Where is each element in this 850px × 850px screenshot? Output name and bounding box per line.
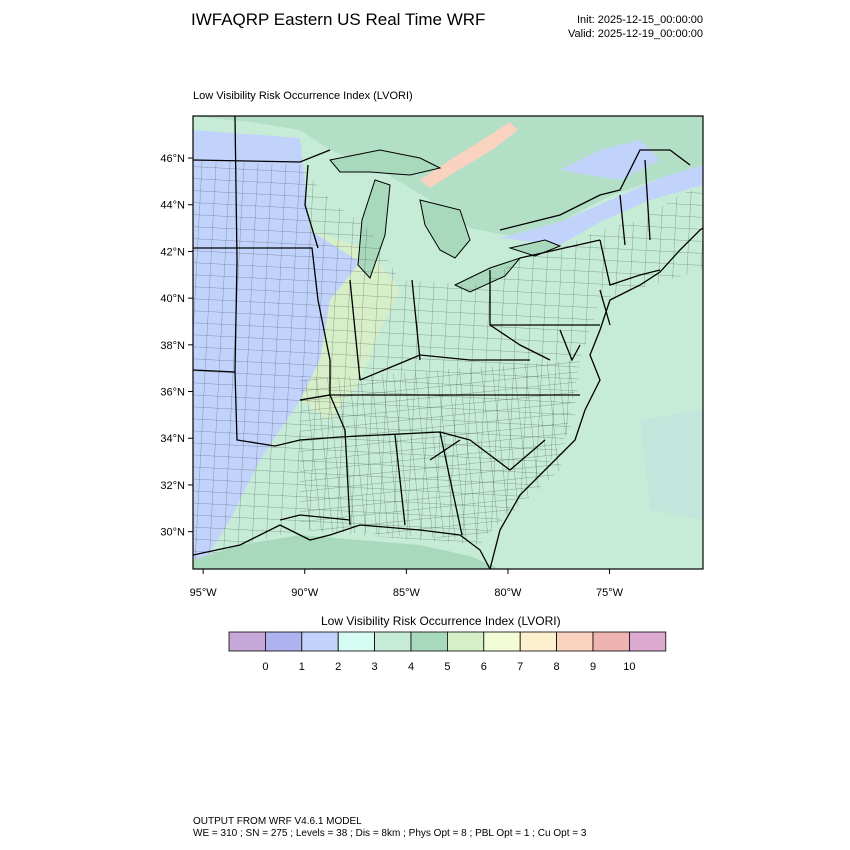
lat-label: 34°N bbox=[160, 433, 185, 445]
valid-time: Valid: 2025-12-19_00:00:00 bbox=[568, 28, 703, 40]
colorbar-label: 3 bbox=[372, 661, 378, 673]
colorbar-label: 1 bbox=[299, 661, 305, 673]
colorbar-swatch bbox=[264, 631, 303, 652]
lake-superior bbox=[329, 149, 442, 176]
colorbar-label: 10 bbox=[623, 661, 635, 673]
field-low-ne bbox=[500, 165, 703, 245]
colorbar-swatch bbox=[228, 631, 266, 652]
colorbar-swatch bbox=[519, 631, 558, 652]
footer-line-1: OUTPUT FROM WRF V4.6.1 MODEL bbox=[193, 816, 362, 827]
lat-label: 36°N bbox=[160, 387, 185, 399]
lake-ontario bbox=[508, 239, 562, 257]
init-time: Init: 2025-12-15_00:00:00 bbox=[577, 14, 703, 26]
colorbar-swatch bbox=[374, 631, 412, 652]
lat-label: 46°N bbox=[160, 153, 185, 165]
plot-title: IWFAQRP Eastern US Real Time WRF bbox=[191, 10, 486, 29]
lat-label: 30°N bbox=[160, 527, 185, 539]
colorbar-label: 4 bbox=[408, 661, 414, 673]
lon-label: 95°W bbox=[190, 587, 218, 599]
lon-label: 75°W bbox=[596, 587, 624, 599]
field-low-ne2 bbox=[560, 140, 660, 180]
map-frame bbox=[192, 115, 704, 570]
lat-label: 40°N bbox=[160, 293, 185, 305]
coastlines bbox=[193, 227, 703, 569]
colorbar-label: 5 bbox=[444, 661, 450, 673]
lat-label: 42°N bbox=[160, 246, 185, 258]
colorbar-label: 0 bbox=[262, 661, 268, 673]
model-footer: OUTPUT FROM WRF V4.6.1 MODEL WE = 310 ; … bbox=[193, 816, 586, 840]
colorbar-label: 7 bbox=[517, 661, 523, 673]
lake-huron bbox=[419, 199, 471, 259]
footer-line-2: WE = 310 ; SN = 275 ; Levels = 38 ; Dis … bbox=[193, 828, 587, 839]
longitude-axis: 95°W 90°W 85°W 80°W 75°W bbox=[190, 569, 624, 599]
colorbar-swatch bbox=[556, 631, 594, 652]
colorbar-label: 9 bbox=[590, 661, 596, 673]
lat-label: 44°N bbox=[160, 200, 185, 212]
colorbar-swatch bbox=[337, 631, 376, 652]
colorbar-label: 6 bbox=[481, 661, 487, 673]
colorbar-swatch bbox=[629, 631, 667, 652]
lon-label: 80°W bbox=[494, 587, 522, 599]
latitude-axis: 46°N 44°N 42°N 40°N 38°N 36°N 34°N 32°N 30°N bbox=[160, 153, 193, 539]
time-info: Init: 2025-12-15_00:00:00 Valid: 2025-12… bbox=[568, 13, 703, 41]
county-lines-south bbox=[300, 360, 580, 540]
map-subtitle: Low Visibility Risk Occurrence Index (LV… bbox=[193, 90, 413, 102]
state-boundaries bbox=[193, 116, 661, 536]
colorbar-swatch bbox=[592, 631, 630, 652]
colorbar-label: 8 bbox=[554, 661, 560, 673]
colorbar-swatch bbox=[483, 631, 521, 652]
map-field bbox=[193, 116, 703, 569]
international-border bbox=[193, 149, 691, 231]
field-high-north bbox=[420, 122, 518, 188]
field-atlantic-patch bbox=[640, 410, 703, 520]
field-gulf bbox=[193, 535, 500, 569]
colorbar: 0 1 2 3 4 5 6 7 8 9 10 bbox=[228, 631, 667, 673]
lat-label: 38°N bbox=[160, 340, 185, 352]
colorbar-title: Low Visibility Risk Occurrence Index (LV… bbox=[321, 614, 561, 628]
lon-label: 85°W bbox=[393, 587, 421, 599]
colorbar-label: 2 bbox=[335, 661, 341, 673]
colorbar-swatch bbox=[301, 631, 339, 652]
lon-label: 90°W bbox=[291, 587, 319, 599]
colorbar-swatch bbox=[446, 631, 485, 652]
lat-label: 32°N bbox=[160, 480, 185, 492]
colorbar-swatch bbox=[410, 631, 448, 652]
